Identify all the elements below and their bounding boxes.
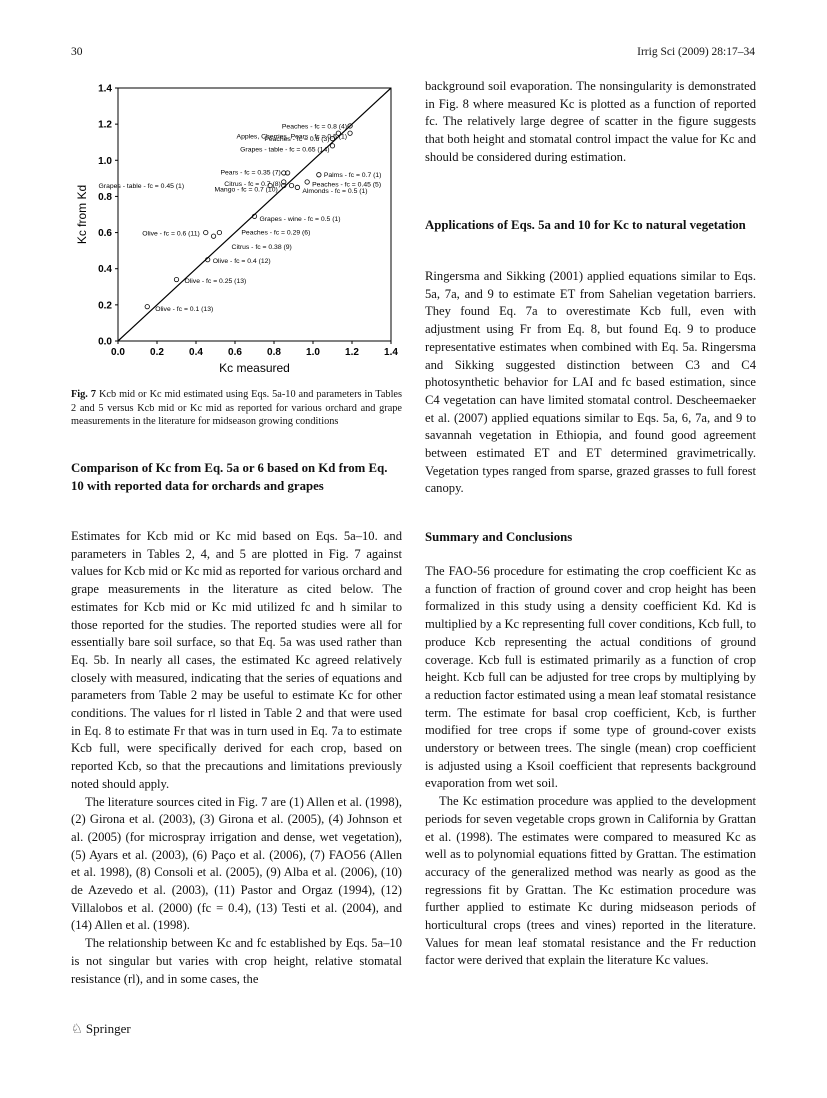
x-tick-label: 0.6 — [228, 347, 242, 358]
springer-logo: ♘ Springer — [71, 1021, 131, 1037]
point-label: Olive - fc = 0.1 (13) — [155, 306, 213, 313]
paragraph-kc-estimation: The Kc estimation procedure was applied … — [425, 794, 756, 968]
caption-text: Kcb mid or Kc mid estimated using Eqs. 5… — [71, 389, 403, 428]
data-point — [347, 130, 353, 136]
y-tick-label: 0.8 — [98, 192, 112, 203]
caption-label: Fig. 7 — [71, 389, 96, 400]
springer-horse-icon: ♘ — [71, 1021, 83, 1036]
data-point — [329, 136, 336, 142]
x-tick-label: 0.0 — [111, 347, 125, 358]
point-label: Peaches - fc = 0.29 (6) — [241, 230, 310, 237]
data-point — [173, 276, 180, 283]
point-label: Palms - fc = 0.7 (1) — [324, 172, 382, 179]
data-point — [288, 182, 295, 189]
point-label: Olive - fc = 0.25 (13) — [185, 278, 247, 285]
x-tick-label: 1.2 — [345, 347, 359, 358]
point-label: Olive - fc = 0.6 (11) — [142, 231, 199, 238]
section-heading-summary: Summary and Conclusions — [425, 530, 573, 544]
y-tick-label: 1.4 — [98, 84, 112, 95]
point-label: Apples, Cherries, Pears - fc = 0.5 (1) — [237, 134, 348, 141]
point-label: Pears - fc = 0.35 (7) — [220, 169, 280, 176]
x-tick-label: 0.8 — [267, 347, 281, 358]
y-tick-label: 0.0 — [98, 337, 112, 348]
data-point — [281, 179, 287, 185]
data-point — [281, 170, 287, 176]
y-tick-label: 1.2 — [98, 120, 112, 131]
page-number: 30 — [71, 46, 83, 58]
y-tick-label: 0.2 — [98, 300, 112, 311]
paragraph-ringersma: Ringersma and Sikking (2001) applied equ… — [425, 269, 756, 496]
data-point — [251, 213, 258, 219]
x-tick-label: 1.0 — [306, 347, 320, 358]
y-tick-label: 0.6 — [98, 228, 112, 239]
data-point — [210, 233, 217, 239]
x-tick-label: 0.4 — [189, 347, 203, 358]
data-point — [267, 182, 273, 189]
point-label: Almonds - fc = 0.5 (1) — [302, 188, 367, 195]
y-tick-label: 0.4 — [98, 264, 112, 275]
paragraph-estimates: Estimates for Kcb mid or Kc mid based on… — [71, 529, 402, 791]
y-axis-label: Kc from Kd — [75, 185, 89, 244]
y-tick-label: 1.0 — [98, 156, 112, 167]
x-axis-label: Kc measured — [219, 361, 290, 375]
data-point — [281, 182, 287, 189]
point-label: Mango - fc = 0.7 (10) — [214, 187, 277, 194]
paragraph-summary: The FAO-56 procedure for estimating the … — [425, 564, 756, 791]
paragraph-relationship: The relationship between Kc and fc estab… — [71, 936, 402, 986]
point-label: Grapes - table - fc = 0.65 (14) — [240, 146, 329, 153]
data-point — [329, 143, 336, 149]
point-label: Grapes - wine - fc = 0.5 (1) — [260, 216, 341, 223]
section-heading-comparison: Comparison of Kc from Eq. 5a or 6 based … — [71, 461, 388, 493]
data-point — [203, 229, 209, 236]
data-point — [335, 130, 341, 136]
plot-frame — [117, 87, 392, 342]
data-point — [316, 172, 322, 178]
data-point — [294, 184, 300, 190]
data-point — [144, 304, 150, 310]
point-label: Peaches - fc = 0.8 (4) — [282, 123, 347, 130]
publisher-name: Springer — [85, 1021, 131, 1036]
point-label: Citrus - fc = 0.38 (9) — [232, 244, 292, 251]
point-label: Citrus - fc = 0.7 (8) — [224, 181, 280, 188]
section-heading-natural-vegetation: Applications of Eqs. 5a and 10 for Kc to… — [425, 218, 746, 232]
journal-citation: Irrig Sci (2009) 28:17–34 — [637, 46, 755, 58]
data-point — [216, 229, 222, 236]
data-point — [304, 179, 310, 185]
point-label: Peaches - fc = 0.45 (5) — [312, 181, 381, 188]
data-point — [205, 257, 211, 263]
figure-caption: Fig. 7 Kcb mid or Kc mid estimated using… — [71, 388, 402, 429]
x-tick-label: 1.4 — [384, 347, 398, 358]
data-point — [347, 123, 353, 129]
data-point — [285, 170, 291, 176]
paragraph-literature-sources: The literature sources cited in Fig. 7 a… — [71, 794, 402, 933]
x-tick-label: 0.2 — [150, 347, 164, 358]
scatter-chart: 0.0 0.2 0.4 0.6 0.8 1.0 1.2 1.4 0.0 0.2 0.4 0.6 0.8 1… — [75, 84, 398, 376]
paragraph-nonsingularity: background soil evaporation. The nonsing… — [425, 79, 756, 164]
point-label: Peaches - fc = 0.6 (3) — [264, 136, 329, 143]
point-label: Olive - fc = 0.4 (12) — [213, 258, 271, 265]
point-label: Grapes - table - fc = 0.45 (1) — [99, 183, 185, 190]
